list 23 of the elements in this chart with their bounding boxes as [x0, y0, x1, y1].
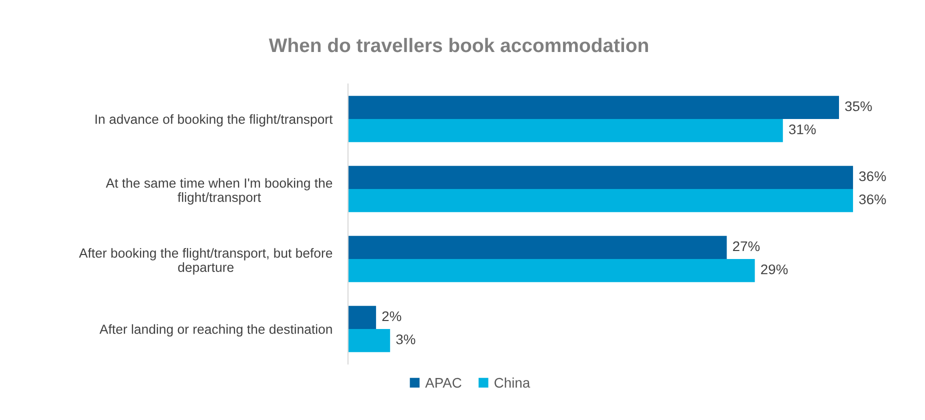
data-label: 29% [761, 264, 788, 274]
bar [348, 166, 854, 189]
y-tick-label: In advance of booking the flight/transport [96, 114, 333, 127]
bar [348, 119, 783, 142]
data-label: 31% [788, 124, 816, 134]
chart-title: When do travellers book accommodation [268, 38, 648, 52]
legend-label: China [494, 378, 530, 388]
bar [348, 96, 840, 119]
data-label: 27% [733, 241, 760, 252]
y-tick-label: After booking the flight/transport, but before departure [78, 248, 332, 275]
data-label: 2% [382, 311, 402, 322]
data-label: 36% [859, 171, 886, 182]
bar [348, 329, 390, 352]
bar [348, 236, 727, 259]
data-label: 3% [396, 334, 416, 344]
data-label: 36% [859, 194, 886, 204]
bar [348, 259, 755, 282]
bar [348, 189, 854, 212]
y-tick-label: After landing or reaching the destination [100, 324, 332, 337]
data-label: 35% [845, 101, 872, 112]
y-tick-label: At the same time when I'm booking the flight/transport [106, 178, 332, 205]
bar [348, 306, 376, 329]
legend-label: APAC [425, 378, 462, 388]
